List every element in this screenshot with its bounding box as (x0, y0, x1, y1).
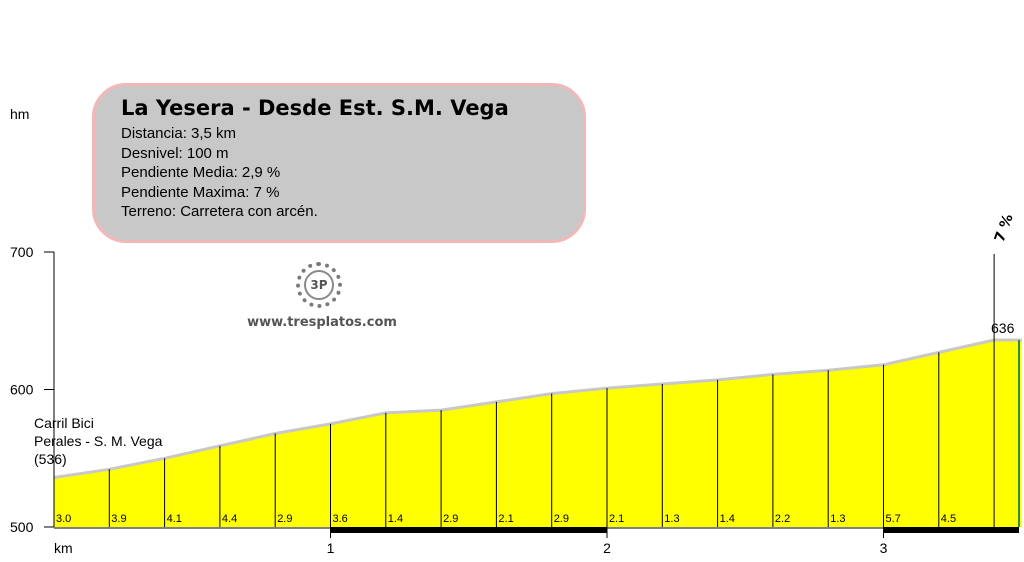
logo-mark: 3P (304, 270, 334, 300)
segment-gradient-label: 4.5 (941, 513, 956, 525)
segment-gradient-label: 1.4 (388, 513, 403, 525)
segment-gradient-label: 4.4 (222, 513, 237, 525)
start-label-line: Carril Bici (34, 415, 94, 431)
x-tick-label: 1 (327, 540, 335, 556)
x-axis-km-band (883, 527, 1019, 533)
segment-gradient-label: 1.3 (830, 513, 845, 525)
start-label-line: Perales - S. M. Vega (34, 433, 163, 449)
route-distance: Distancia: 3,5 km (121, 125, 237, 142)
y-axis-unit: hm (10, 106, 29, 122)
x-axis-km-band (330, 527, 607, 533)
y-tick-label: 500 (10, 519, 34, 535)
route-average-gradient: Pendiente Media: 2,9 % (121, 164, 281, 181)
logo-url: www.tresplatos.com (247, 315, 397, 330)
x-tick-label: 3 (880, 540, 888, 556)
segment-gradient-label: 3.0 (56, 513, 71, 525)
end-elevation-label: 636 (991, 320, 1015, 336)
segment-gradient-label: 2.9 (554, 513, 569, 525)
chainring-icon: 3P (296, 262, 342, 308)
y-tick-label: 600 (10, 382, 34, 398)
segment-gradient-label: 4.1 (167, 513, 182, 525)
segment-gradient-label: 3.9 (111, 513, 126, 525)
route-title: La Yesera - Desde Est. S.M. Vega (121, 96, 509, 120)
profile-area (54, 340, 1022, 527)
start-label-line: (536) (34, 451, 67, 467)
max-gradient-label: 7 % (992, 212, 1017, 244)
x-tick-label: 2 (603, 540, 611, 556)
segment-gradient-label: 3.6 (333, 513, 348, 525)
segment-gradient-label: 2.1 (609, 513, 624, 525)
segment-gradient-label: 5.7 (886, 513, 901, 525)
route-elevation-gain: Desnivel: 100 m (121, 144, 229, 162)
segment-gradient-label: 2.1 (498, 513, 513, 525)
segment-gradient-label: 2.9 (443, 513, 458, 525)
route-terrain: Terreno: Carretera con arcén. (121, 203, 318, 220)
tresplatos-logo: 3P www.tresplatos.com (240, 262, 404, 334)
segment-gradient-label: 2.9 (277, 513, 292, 525)
segment-gradient-label: 1.4 (720, 513, 735, 525)
route-max-gradient: Pendiente Maxima: 7 % (121, 183, 280, 201)
segment-gradient-label: 1.3 (664, 513, 679, 525)
segment-gradient-label: 2.2 (775, 513, 790, 525)
x-axis-unit: km (54, 540, 73, 556)
route-info-box: La Yesera - Desde Est. S.M. Vega Distanc… (92, 83, 586, 243)
y-tick-label: 700 (10, 244, 34, 260)
